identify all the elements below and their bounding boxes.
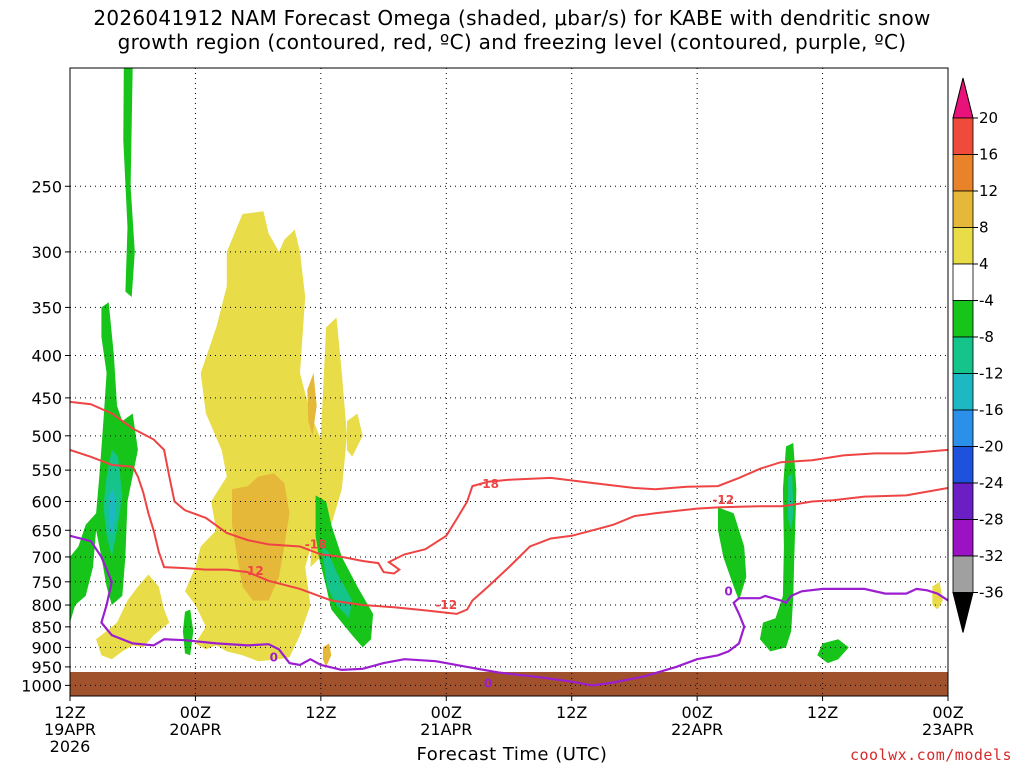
- x-tick-label: 12Z: [305, 703, 336, 722]
- omega-sinking-tall: [123, 68, 135, 297]
- x-tick-label: 00Z: [681, 703, 712, 722]
- omega-rising-upper: [185, 211, 332, 662]
- colorbar-segment: [952, 117, 974, 155]
- y-tick-label: 500: [31, 427, 62, 446]
- ground-surface: [70, 672, 948, 696]
- y-tick-label: 850: [31, 618, 62, 637]
- omega-shading: [70, 68, 943, 667]
- red-contour-label: -12: [242, 564, 264, 578]
- x-axis-label: Forecast Time (UTC): [416, 744, 608, 765]
- x-tick-label: 22APR: [671, 720, 723, 739]
- freezing-level-contour: [70, 534, 948, 687]
- colorbar-bottom-arrow: [952, 592, 974, 633]
- y-tick-label: 700: [31, 548, 62, 567]
- x-tick-label: 23APR: [922, 720, 974, 739]
- colorbar: 20 16 12 8 4 -4 -8 -12 -16 -20 -24 -28 -32 -36: [952, 77, 1004, 633]
- plot-frame: [69, 67, 949, 697]
- colorbar-tick-label: 8: [979, 219, 989, 237]
- red-contour-minus12: [70, 448, 948, 615]
- y-tick-label: 450: [31, 389, 62, 408]
- purple-contour-label: 0: [724, 584, 732, 598]
- x-tick-label: 12Z: [54, 703, 85, 722]
- omega-rising-small: [347, 413, 363, 457]
- y-tick-label: 350: [31, 298, 62, 317]
- colorbar-segment: [952, 555, 974, 593]
- colorbar-segment: [952, 446, 974, 484]
- colorbar-tick-label: 20: [979, 109, 998, 127]
- chart-title: 2026041912 NAM Forecast Omega (shaded, μ…: [0, 6, 1024, 54]
- contours: [70, 400, 948, 687]
- colorbar-segment: [952, 373, 974, 411]
- omega-sinking-mid: [315, 495, 374, 648]
- title-line-2: growth region (contoured, red, ºC) and f…: [117, 30, 907, 54]
- red-contour-label: -12: [435, 598, 457, 612]
- omega-sinking-small: [182, 609, 194, 656]
- x-tick-label: 19APR: [44, 720, 96, 739]
- x-tick-label: 2026: [50, 737, 91, 756]
- y-tick-label: 750: [31, 573, 62, 592]
- x-tick-label: 12Z: [807, 703, 838, 722]
- y-tick-label: 800: [31, 596, 62, 615]
- red-contour-label: -18: [477, 477, 499, 491]
- red-contour-label: -12: [712, 493, 734, 507]
- omega-small-orange: [322, 643, 332, 667]
- y-tick-label: 250: [31, 177, 62, 196]
- colorbar-tick-label: -36: [979, 584, 1004, 602]
- colorbar-segment: [952, 519, 974, 557]
- colorbar-tick-label: 16: [979, 146, 998, 164]
- x-tick-label: 21APR: [420, 720, 472, 739]
- omega-sinking-left-center: [108, 489, 116, 536]
- contour-labels: -18 -12 -18 -12 -12 0 0 0: [242, 477, 734, 690]
- omega-sinking-right-b: [759, 442, 797, 652]
- x-tick-label: 12Z: [556, 703, 587, 722]
- y-tick-label: 300: [31, 243, 62, 262]
- colorbar-tick-label: -32: [979, 547, 1004, 565]
- credit-text: coolwx.com/models: [849, 746, 1012, 764]
- y-tick-label: 550: [31, 461, 62, 480]
- y-tick-label: 400: [31, 346, 62, 365]
- y-tick-label: 650: [31, 521, 62, 540]
- colorbar-segment: [952, 190, 974, 228]
- purple-contour-label: 0: [484, 677, 492, 691]
- red-contour-minus18: [70, 400, 948, 575]
- colorbar-tick-label: -8: [979, 328, 994, 346]
- colorbar-tick-label: -20: [979, 438, 1004, 456]
- colorbar-segment: [952, 409, 974, 447]
- red-contour-label: -18: [305, 537, 327, 551]
- y-tick-label: 950: [31, 658, 62, 677]
- omega-rising-lower-left: [96, 574, 170, 660]
- y-axis-ticks: 2503003504004505005506006507007508008509…: [21, 177, 70, 695]
- x-tick-label: 20APR: [169, 720, 221, 739]
- colorbar-segment: [952, 154, 974, 192]
- omega-sinking-mid-core: [321, 546, 353, 619]
- colorbar-tick-label: 4: [979, 255, 989, 273]
- y-tick-label: 900: [31, 638, 62, 657]
- colorbar-segment: [952, 263, 974, 301]
- colorbar-segment: [952, 482, 974, 520]
- colorbar-segment: [952, 300, 974, 338]
- colorbar-tick-label: 12: [979, 182, 998, 200]
- colorbar-tick-label: -16: [979, 401, 1004, 419]
- omega-far-right: [932, 581, 943, 610]
- colorbar-tick-label: -12: [979, 365, 1004, 383]
- colorbar-segment: [952, 227, 974, 265]
- x-tick-label: 00Z: [180, 703, 211, 722]
- colorbar-tick-label: -4: [979, 292, 994, 310]
- x-tick-label: 00Z: [932, 703, 963, 722]
- y-tick-label: 600: [31, 492, 62, 511]
- colorbar-tick-label: -24: [979, 474, 1004, 492]
- title-line-1: 2026041912 NAM Forecast Omega (shaded, μ…: [93, 6, 931, 30]
- colorbar-segment: [952, 336, 974, 374]
- colorbar-top-arrow: [952, 77, 974, 119]
- colorbar-tick-label: -28: [979, 511, 1004, 529]
- purple-contour-label: 0: [270, 650, 278, 664]
- y-tick-label: 1000: [21, 676, 62, 695]
- omega-rising-streak: [307, 373, 317, 436]
- omega-sinking-right-c: [817, 639, 849, 664]
- omega-rising-core: [232, 473, 290, 601]
- x-tick-label: 00Z: [431, 703, 462, 722]
